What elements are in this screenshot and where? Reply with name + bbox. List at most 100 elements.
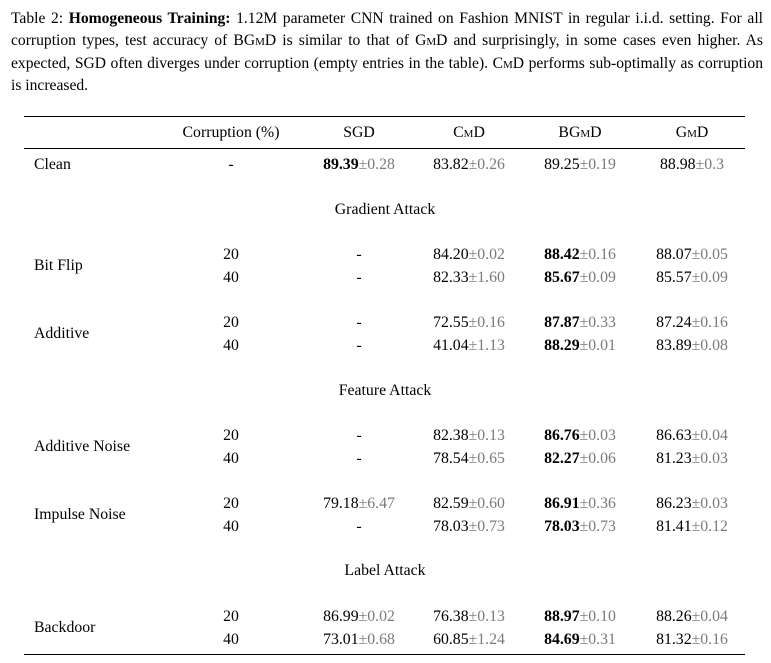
cell-value: 85.67 xyxy=(544,268,580,286)
cell-value: 78.03 xyxy=(544,517,580,535)
caption-text-3: and surprisingly, in some cases even hig… xyxy=(11,32,763,72)
cell-std: ±0.02 xyxy=(468,246,505,263)
cell-std: ±0.09 xyxy=(691,268,728,286)
cell-value: 73.01 xyxy=(323,630,359,648)
cell-std: ±0.60 xyxy=(468,495,505,512)
row-label: Additive Noise xyxy=(34,438,131,455)
cell-value: 82.27 xyxy=(544,449,580,467)
corruption-cell: 20 xyxy=(223,495,239,512)
cell-value: 82.33 xyxy=(433,268,469,286)
caption-text-2: is similar to that of xyxy=(276,32,416,50)
value-cell: 88.42±0.16 xyxy=(544,245,616,265)
corruption-cell: 40 xyxy=(223,268,239,286)
cell-value: 87.87 xyxy=(544,314,580,331)
cell-value: 86.76 xyxy=(544,427,580,444)
cell-value: 88.42 xyxy=(544,246,580,263)
row-label: Additive xyxy=(34,325,90,342)
cell-std: ±0.65 xyxy=(468,449,505,467)
cell-value: 83.82 xyxy=(433,156,469,173)
caption-label: Table 2: xyxy=(11,10,64,27)
corruption-cell: 40 xyxy=(223,517,239,535)
cell-std: ±0.16 xyxy=(468,314,505,331)
cell-std: ±0.13 xyxy=(468,608,505,625)
cell-value: 76.38 xyxy=(433,608,469,625)
cell-value: 83.89 xyxy=(656,336,692,354)
table-caption: Table 2: Homogeneous Training: 1.12M par… xyxy=(11,8,763,97)
value-cell: - xyxy=(356,517,361,537)
cell-value: 84.20 xyxy=(433,246,469,263)
value-cell: 82.59±0.60 xyxy=(433,494,505,514)
row-label: Bit Flip xyxy=(34,257,83,274)
value-cell: - xyxy=(356,313,361,333)
section-title: Gradient Attack xyxy=(334,201,436,218)
cell-value: 78.54 xyxy=(433,449,469,467)
value-cell: 86.23±0.03 xyxy=(656,494,728,514)
value-cell: 79.18±6.47 xyxy=(323,494,395,514)
value-cell: 87.24±0.16 xyxy=(656,313,728,333)
cell-std: ±0.06 xyxy=(579,449,616,467)
cell-value: 81.41 xyxy=(656,517,692,535)
corruption-cell: 20 xyxy=(223,427,239,444)
cell-std: ±0.03 xyxy=(691,495,728,512)
value-cell: 86.91±0.36 xyxy=(544,494,616,514)
cell-value: 88.98 xyxy=(660,156,696,173)
cell-value: 78.03 xyxy=(433,517,469,535)
caption-title: Homogeneous Training: xyxy=(68,10,231,27)
cell-std: ±0.13 xyxy=(468,427,505,444)
cell-value: 86.23 xyxy=(656,495,692,512)
value-cell: - xyxy=(356,426,361,446)
row-label: Backdoor xyxy=(34,619,96,636)
value-cell: 86.63±0.04 xyxy=(656,426,728,446)
cell-std: ±1.24 xyxy=(468,630,505,648)
caption-method-gmd: GmD xyxy=(415,32,448,50)
cell-value: 81.23 xyxy=(656,449,692,467)
cell-value: - xyxy=(356,427,362,444)
cell-std: ±0.73 xyxy=(579,517,616,535)
value-cell: 88.29±0.01 xyxy=(544,336,616,356)
section-title: Feature Attack xyxy=(338,382,432,399)
value-cell: 76.38±0.13 xyxy=(433,607,505,627)
corruption-cell: 40 xyxy=(223,630,239,648)
cell-std: ±0.04 xyxy=(691,608,728,625)
cell-std: ±0.68 xyxy=(358,630,395,648)
value-cell: 82.33±1.60 xyxy=(433,268,505,288)
top-rule xyxy=(24,116,745,118)
value-cell: 89.39±0.28 xyxy=(323,155,395,175)
cell-std: ±0.16 xyxy=(691,314,728,331)
cell-std: ±0.36 xyxy=(579,495,616,512)
cell-value: 84.69 xyxy=(544,630,580,648)
cell-value: 81.32 xyxy=(656,630,692,648)
value-cell: - xyxy=(356,336,361,356)
cell-value: 82.59 xyxy=(433,495,469,512)
cell-value: 82.38 xyxy=(433,427,469,444)
bottom-rule xyxy=(24,654,745,656)
column-header: BGmD xyxy=(558,124,602,141)
cell-value: 86.63 xyxy=(656,427,692,444)
cell-value: - xyxy=(356,268,362,286)
cell-std: ±0.09 xyxy=(579,268,616,286)
cell-std: ±0.10 xyxy=(579,608,616,625)
caption-text-4: performs sub-optimally as corruption is … xyxy=(11,54,763,94)
cell-std: ±0.16 xyxy=(691,630,728,648)
cell-std: ±0.33 xyxy=(579,314,616,331)
cell-std: ±1.13 xyxy=(468,336,505,354)
cell-value: 88.07 xyxy=(656,246,692,263)
value-cell: 86.76±0.03 xyxy=(544,426,616,446)
cell-std: ±0.03 xyxy=(579,427,616,444)
cell-std: ±0.08 xyxy=(691,336,728,354)
value-cell: 87.87±0.33 xyxy=(544,313,616,333)
cell-std: ±0.19 xyxy=(579,156,616,173)
cell-value: 89.25 xyxy=(544,156,580,173)
cell-std: ±0.01 xyxy=(579,336,616,354)
value-cell: 78.54±0.65 xyxy=(433,449,505,469)
value-cell: 89.25±0.19 xyxy=(544,155,616,175)
cell-value: 88.97 xyxy=(544,608,580,625)
cell-value: - xyxy=(356,336,362,354)
cell-value: 60.85 xyxy=(433,630,469,648)
caption-method-cmd: CmD xyxy=(492,54,525,72)
corruption-cell: 20 xyxy=(223,608,239,625)
value-cell: 78.03±0.73 xyxy=(544,517,616,537)
cell-value: 88.26 xyxy=(656,608,692,625)
cell-value: 88.29 xyxy=(544,336,580,354)
cell-std: ±0.73 xyxy=(468,517,505,535)
